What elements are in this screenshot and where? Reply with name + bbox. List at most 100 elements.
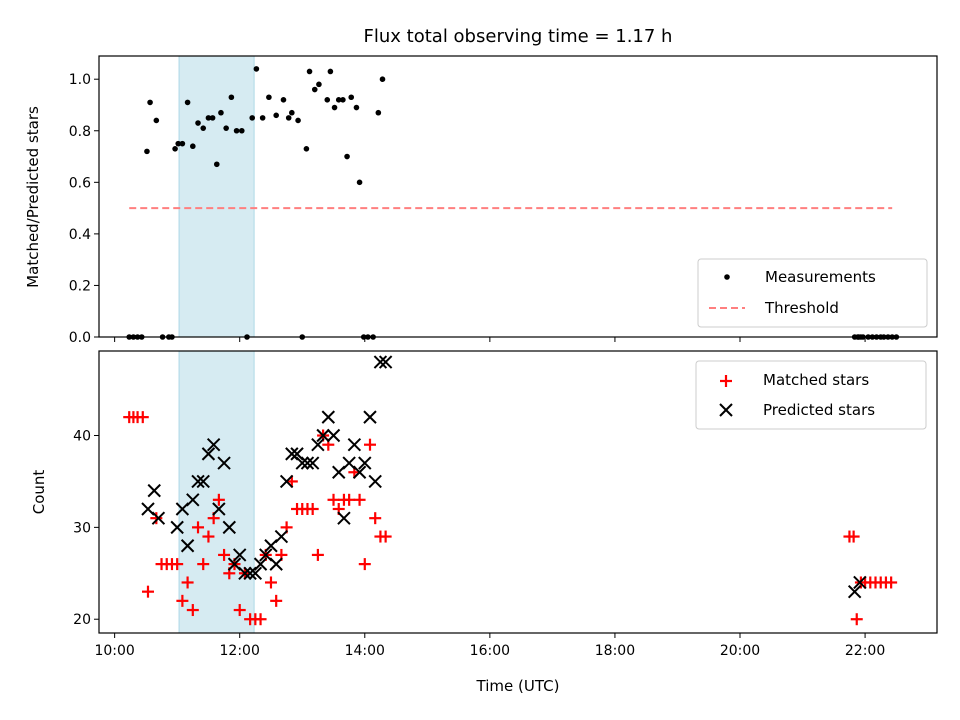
chart-title: Flux total observing time = 1.17 h xyxy=(364,26,673,47)
matched-star-point xyxy=(176,594,189,607)
x-tick-label: 22:00 xyxy=(845,643,885,659)
matched-star-point xyxy=(212,493,225,506)
measurement-point xyxy=(289,109,295,116)
bottom-y-axis: 20 30 40 xyxy=(73,429,99,628)
measurement-point xyxy=(200,125,207,131)
measurement-point xyxy=(144,148,150,155)
measurement-point xyxy=(311,86,318,93)
predicted-star-point xyxy=(352,465,367,479)
measurement-point xyxy=(209,115,216,121)
measurement-point xyxy=(179,140,186,147)
top-plot-frame xyxy=(98,55,938,338)
matched-star-point xyxy=(327,493,340,506)
predicted-star-point xyxy=(321,410,336,424)
measurement-point xyxy=(303,146,310,152)
matched-star-point xyxy=(363,438,376,451)
predicted-star-point xyxy=(279,474,294,489)
measurement-point xyxy=(266,94,272,101)
measurement-point xyxy=(353,104,360,111)
predicted-star-point xyxy=(269,557,283,571)
legend-predicted-marker xyxy=(719,403,733,417)
measurement-point xyxy=(259,115,266,121)
predicted-star-point xyxy=(238,566,252,581)
y-tick-label: 20 xyxy=(73,612,91,628)
legend-measurements-marker xyxy=(724,274,730,280)
predicted-star-point xyxy=(274,529,289,544)
predicted-star-point xyxy=(363,410,377,424)
measurement-point xyxy=(213,161,220,168)
measurement-point xyxy=(233,127,240,134)
legend-measurements-label: Measurements xyxy=(765,268,876,286)
predicted-star-point xyxy=(300,456,315,470)
predicted-star-point xyxy=(326,428,341,443)
top-shaded-span xyxy=(178,55,255,338)
legend-predicted-label: Predicted stars xyxy=(763,401,875,419)
measurement-point xyxy=(295,117,301,124)
measurement-point xyxy=(175,140,182,147)
measurement-point xyxy=(228,94,235,101)
predicted-star-point xyxy=(151,511,166,525)
predicted-star-point xyxy=(212,502,226,516)
matched-star-point xyxy=(847,530,860,543)
matched-star-point xyxy=(181,576,194,589)
y-tick-label: 0.4 xyxy=(69,227,91,243)
predicted-star-point xyxy=(368,474,382,489)
measurement-point xyxy=(249,115,256,121)
measurement-point xyxy=(316,81,322,88)
x-tick-label: 12:00 xyxy=(220,643,260,659)
x-axis-label: Time (UTC) xyxy=(476,677,560,695)
matched-star-point xyxy=(197,558,210,571)
measurement-point xyxy=(195,120,201,126)
predicted-star-point xyxy=(196,474,210,489)
matched-star-point xyxy=(171,558,184,571)
x-tick-label: 10:00 xyxy=(94,643,134,659)
matched-star-point xyxy=(885,576,898,589)
predicted-star-point xyxy=(378,355,393,369)
predicted-star-point xyxy=(311,437,325,452)
predicted-star-point xyxy=(191,474,205,489)
measurement-point xyxy=(306,68,313,75)
matched-star-point xyxy=(141,585,154,598)
predicted-star-point xyxy=(295,456,309,470)
measurement-point xyxy=(253,66,260,72)
matched-star-point xyxy=(379,530,392,543)
measurement-point xyxy=(190,143,196,150)
predicted-star-point xyxy=(170,520,184,535)
y-tick-label: 0.2 xyxy=(69,278,91,294)
predicted-star-point xyxy=(358,456,372,470)
measurement-point xyxy=(238,127,245,134)
matched-star-point xyxy=(343,493,356,506)
measurement-point xyxy=(172,146,178,152)
matched-star-point xyxy=(358,558,371,571)
predicted-star-point xyxy=(206,437,221,452)
predicted-star-point xyxy=(233,548,247,562)
predicted-star-point xyxy=(337,511,351,525)
measurement-point xyxy=(324,97,331,103)
matched-star-point xyxy=(233,604,246,617)
y-tick-label: 30 xyxy=(73,520,91,536)
bottom-y-axis-label: Count xyxy=(30,470,48,515)
measurement-point xyxy=(340,97,346,103)
top-y-axis-label: Matched/Predicted stars xyxy=(24,106,42,288)
measurement-point xyxy=(147,99,153,106)
bottom-legend-box xyxy=(695,360,927,430)
top-y-axis: 0.0 0.2 0.4 0.6 0.8 1.0 xyxy=(69,72,99,346)
x-tick-label: 14:00 xyxy=(345,643,385,659)
matched-star-point xyxy=(136,411,149,424)
predicted-star-point xyxy=(847,584,862,599)
predicted-star-point xyxy=(253,557,268,571)
top-legend: Measurements Threshold xyxy=(697,258,928,328)
predicted-star-point xyxy=(222,520,236,535)
y-tick-label: 1.0 xyxy=(69,72,91,88)
y-tick-label: 40 xyxy=(73,429,91,445)
matched-star-point xyxy=(353,493,366,506)
matched-star-point xyxy=(202,530,215,543)
matched-stars-series xyxy=(123,411,898,626)
predicted-star-point xyxy=(305,456,320,470)
matched-star-point xyxy=(850,613,863,626)
top-legend-box xyxy=(697,258,928,328)
measurement-point xyxy=(327,68,334,75)
predicted-star-point xyxy=(347,437,362,452)
predicted-star-point xyxy=(201,447,216,461)
predicted-star-point xyxy=(248,566,263,581)
